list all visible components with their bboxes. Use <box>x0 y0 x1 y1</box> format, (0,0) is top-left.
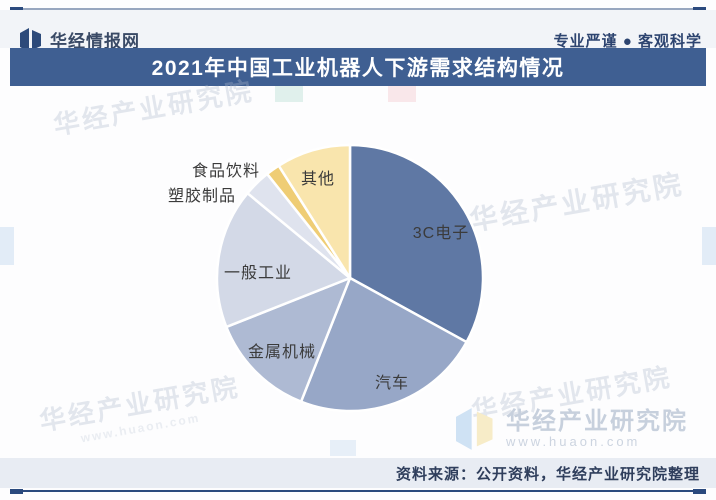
chart-area: 华经产业研究院 华经产业研究院 华经产业研究院 www.huaon.com 华经… <box>0 76 716 458</box>
pie-chart <box>215 143 485 413</box>
pie-slice-1 <box>299 276 468 413</box>
source-note: 资料来源：公开资料，华经产业研究院整理 <box>395 465 700 483</box>
pie-label-3: 一般工业 <box>223 265 293 282</box>
watermark-text: 华经产业研究院 <box>467 168 687 237</box>
pie-label-1: 汽车 <box>374 375 410 392</box>
bottom-divider-line <box>10 490 706 492</box>
pie-slice-6 <box>277 143 352 280</box>
watermark-patch <box>388 86 416 102</box>
brand-name: 华经情报网 <box>50 32 140 51</box>
pie-slice-0 <box>348 143 485 344</box>
pie-slice-3 <box>215 191 352 329</box>
watermark-org-name: 华经产业研究院 <box>506 407 688 435</box>
bottom-divider-left-cap <box>10 489 23 494</box>
huajing-logo-icon <box>20 27 41 52</box>
pie-label-6: 其他 <box>300 171 336 188</box>
pie-label-4: 塑胶制品 <box>167 188 237 205</box>
top-divider-right-cap <box>693 7 706 12</box>
pie-label-0: 3C电子 <box>412 225 470 242</box>
watermark-url: www.huaon.com <box>506 434 641 450</box>
brand: 华经情报网 <box>20 27 140 52</box>
header-slogan: 专业严谨 ● 客观科学 <box>553 33 702 50</box>
top-divider-left-cap <box>10 7 23 12</box>
watermark-patch <box>0 227 14 265</box>
top-divider-line <box>10 8 706 10</box>
page-title: 2021年中国工业机器人下游需求结构情况 <box>151 57 565 80</box>
footer-bar: 资料来源：公开资料，华经产业研究院整理 <box>0 458 716 488</box>
huaon-watermark-icon <box>456 408 493 450</box>
watermark-logo-block: 华经产业研究院 www.huaon.com <box>456 406 688 452</box>
watermark-patch <box>702 227 716 265</box>
watermark-patch <box>330 440 356 456</box>
pie-slice-2 <box>225 276 352 403</box>
watermark-patch <box>275 86 303 102</box>
pie-label-5: 食品饮料 <box>191 163 261 180</box>
pie-label-2: 金属机械 <box>247 344 317 361</box>
header-band: 华经情报网 专业严谨 ● 客观科学 <box>0 10 716 52</box>
title-bar: 2021年中国工业机器人下游需求结构情况 <box>10 48 706 86</box>
bottom-divider-right-cap <box>693 489 706 494</box>
